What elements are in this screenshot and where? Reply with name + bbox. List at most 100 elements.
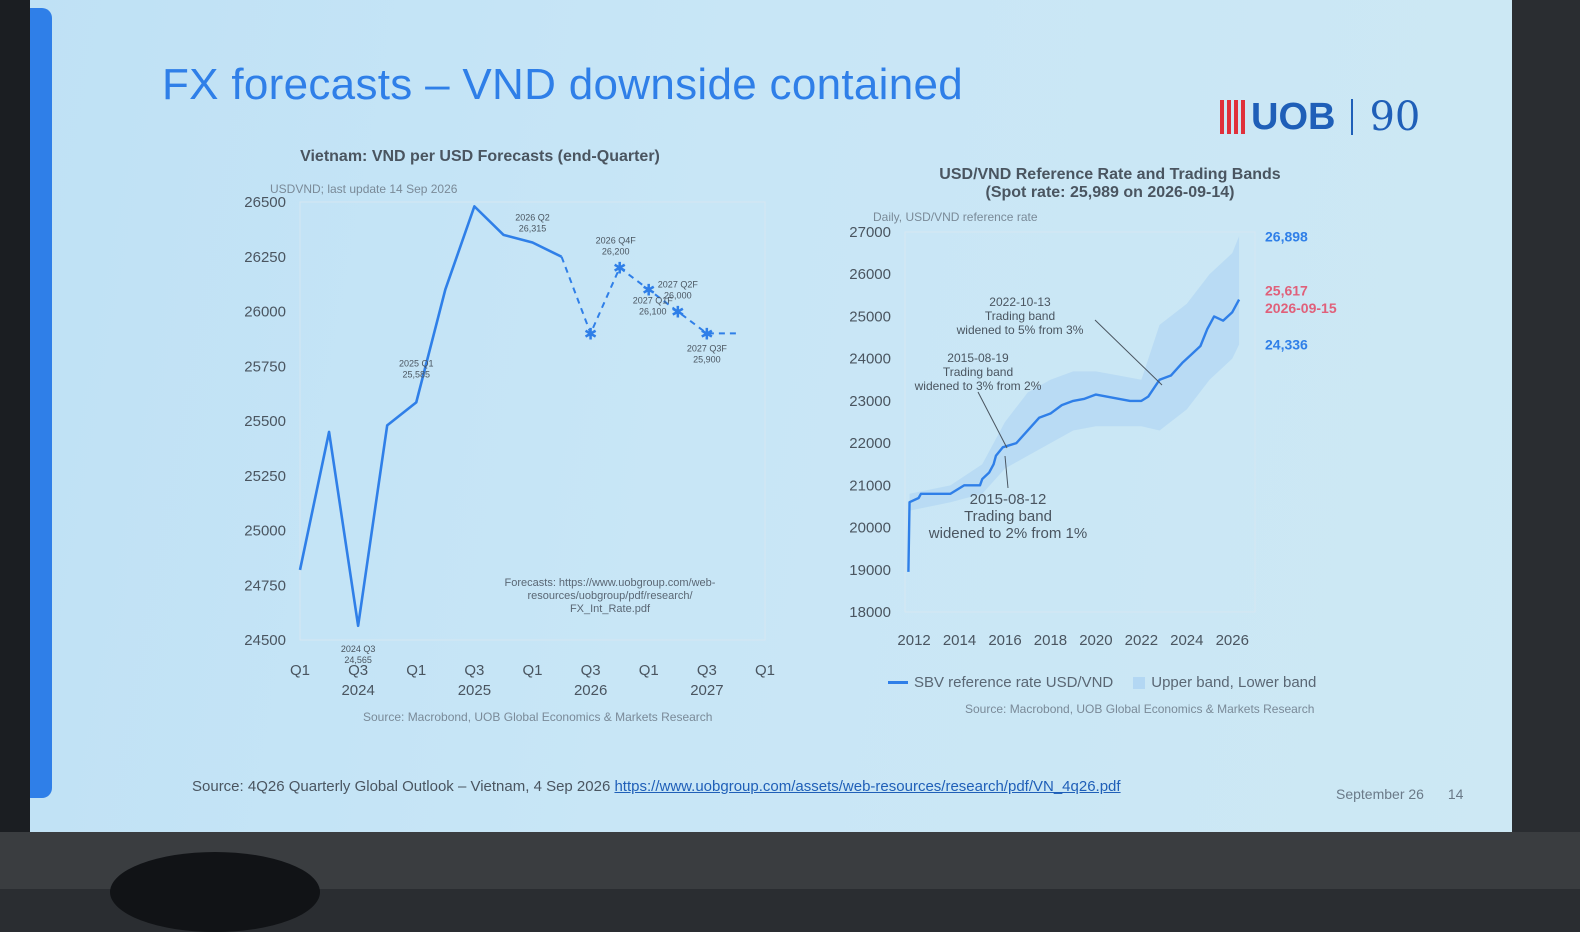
chart-source: Source: Macrobond, UOB Global Economics … xyxy=(965,702,1315,716)
forecast-source-note: FX_Int_Rate.pdf xyxy=(570,603,651,615)
usdvnd-reference-rate-chart: USD/VND Reference Rate and Trading Bands… xyxy=(810,140,1410,740)
plot-frame xyxy=(904,231,1256,613)
usdvnd-reference-rate-plot: 27000 26000 25000 24000 23000 22000 21000 20000… xyxy=(849,224,1337,649)
anniversary-90-logo: 90 xyxy=(1369,94,1421,140)
legend-label: SBV reference rate USD/VND xyxy=(914,674,1114,691)
x-tick-label: Q3 xyxy=(581,662,601,679)
forecast-point-marker: ✱ xyxy=(642,283,655,300)
y-tick-label: 20000 xyxy=(849,520,891,537)
slide-footer-source: Source: 4Q26 Quarterly Global Outlook – … xyxy=(192,778,1121,795)
x-year-label: 2024 xyxy=(341,682,374,699)
band-value-label: 26,898 xyxy=(1265,228,1308,244)
slide-page-number: 14 xyxy=(1447,786,1464,802)
event-annotation: Trading band xyxy=(964,508,1052,525)
x-tick-label: Q3 xyxy=(697,662,717,679)
chart-legend: SBV reference rate USD/VND Upper band, L… xyxy=(888,674,1316,691)
y-tick-label: 24500 xyxy=(244,632,286,649)
x-tick-label: 2026 xyxy=(1216,632,1249,649)
x-tick-label: 2022 xyxy=(1125,632,1158,649)
x-tick-label: Q1 xyxy=(755,662,775,679)
data-label: 2026 Q4F xyxy=(596,236,637,246)
data-label: 2024 Q3 xyxy=(341,644,376,654)
forecast-usdvnd-line xyxy=(560,256,736,337)
audience-head-silhouette xyxy=(110,852,320,932)
y-tick-label: 25000 xyxy=(849,308,891,325)
actual-usdvnd-line xyxy=(298,205,563,628)
slide-date: September 26 xyxy=(1336,786,1424,802)
y-tick-label: 26250 xyxy=(244,249,286,266)
data-label-value: 25,900 xyxy=(693,354,721,364)
y-tick-label: 25750 xyxy=(244,358,286,375)
forecast-source-note: Forecasts: https://www.uobgroup.com/web- xyxy=(505,577,716,589)
x-year-label: 2025 xyxy=(458,682,491,699)
y-tick-label: 22000 xyxy=(849,435,891,452)
y-tick-label: 26500 xyxy=(244,194,286,211)
trading-band-area xyxy=(909,236,1240,511)
annotation-leader-line xyxy=(1094,319,1163,386)
forecast-point-marker: ✱ xyxy=(671,305,684,322)
vnd-forecast-plot: 26500 26250 26000 25750 25500 25250 25000 24750… xyxy=(244,194,775,699)
y-tick-label: 27000 xyxy=(849,224,891,241)
x-tick-label: 2016 xyxy=(988,632,1021,649)
x-tick-label: Q3 xyxy=(464,662,484,679)
x-tick-label: 2012 xyxy=(897,632,930,649)
footer-source-link[interactable]: https://www.uobgroup.com/assets/web-reso… xyxy=(614,778,1121,795)
annotation-leader-line xyxy=(977,391,1008,449)
chart-title-spot-rate: (Spot rate: 25,989 on 2026-09-14) xyxy=(985,184,1235,201)
y-tick-label: 24750 xyxy=(244,577,286,594)
x-tick-label: Q1 xyxy=(406,662,426,679)
y-tick-label: 24000 xyxy=(849,351,891,368)
data-label-value: 24,565 xyxy=(344,655,372,665)
x-tick-label: 2018 xyxy=(1034,632,1067,649)
y-tick-label: 26000 xyxy=(244,304,286,321)
event-annotation: 2022-10-13 xyxy=(989,295,1051,309)
vnd-forecast-chart: Vietnam: VND per USD Forecasts (end-Quar… xyxy=(180,140,780,740)
slide-page-info: September 26 14 xyxy=(1336,786,1463,802)
event-annotation: widened to 3% from 2% xyxy=(914,379,1042,393)
data-label: 2027 Q1F xyxy=(633,296,674,306)
x-year-label: 2026 xyxy=(574,682,607,699)
data-label: 2027 Q2F xyxy=(658,280,699,290)
data-label: 2027 Q3F xyxy=(687,343,728,353)
legend-item-reference-rate: SBV reference rate USD/VND xyxy=(888,674,1113,691)
data-label-value: 26,200 xyxy=(602,247,630,257)
event-annotation: 2015-08-19 xyxy=(947,351,1009,365)
forecast-point-marker: ✱ xyxy=(613,261,626,278)
data-label-value: 26,315 xyxy=(519,224,547,234)
band-value-label: 2026-09-15 xyxy=(1265,300,1337,316)
plot-frame xyxy=(299,201,766,641)
event-annotation: 2015-08-12 xyxy=(970,491,1047,508)
y-tick-label: 25000 xyxy=(244,523,286,540)
x-tick-label: Q3 xyxy=(348,662,368,679)
forecast-source-note: resources/uobgroup/pdf/research/ xyxy=(527,590,693,602)
annotation-leader-line xyxy=(1004,455,1009,489)
chart-title: Vietnam: VND per USD Forecasts (end-Quar… xyxy=(300,148,660,165)
chart-title: USD/VND Reference Rate and Trading Bands xyxy=(939,166,1281,183)
x-tick-label: Q1 xyxy=(290,662,310,679)
y-tick-label: 26000 xyxy=(849,266,891,283)
data-label: 2026 Q2 xyxy=(515,213,550,223)
slide-accent-bar xyxy=(30,8,52,798)
forecast-point-marker: ✱ xyxy=(700,326,713,343)
uob-logo: UOB 90 xyxy=(1220,94,1420,140)
band-value-label: 24,336 xyxy=(1265,336,1308,352)
legend-item-band: Upper band, Lower band xyxy=(1133,674,1316,691)
uob-logo-text: UOB xyxy=(1251,95,1336,138)
y-tick-label: 25500 xyxy=(244,413,286,430)
forecast-point-marker: ✱ xyxy=(584,326,597,343)
y-tick-label: 19000 xyxy=(849,562,891,579)
data-label-value: 26,000 xyxy=(664,291,692,301)
chart-subtitle: USDVND; last update 14 Sep 2026 xyxy=(270,182,458,196)
y-tick-label: 25250 xyxy=(244,468,286,485)
data-label-value: 26,100 xyxy=(639,307,667,317)
x-year-label: 2027 xyxy=(690,682,723,699)
y-tick-label: 18000 xyxy=(849,604,891,621)
legend-swatch-line xyxy=(888,681,908,684)
event-annotation: widened to 5% from 3% xyxy=(956,323,1084,337)
sbv-reference-rate-line xyxy=(907,298,1241,572)
footer-source-text: Source: 4Q26 Quarterly Global Outlook – … xyxy=(192,778,615,795)
logo-divider xyxy=(1351,99,1354,135)
legend-swatch-band xyxy=(1133,676,1146,689)
event-annotation: widened to 2% from 1% xyxy=(928,525,1087,542)
x-tick-label: 2014 xyxy=(943,632,976,649)
